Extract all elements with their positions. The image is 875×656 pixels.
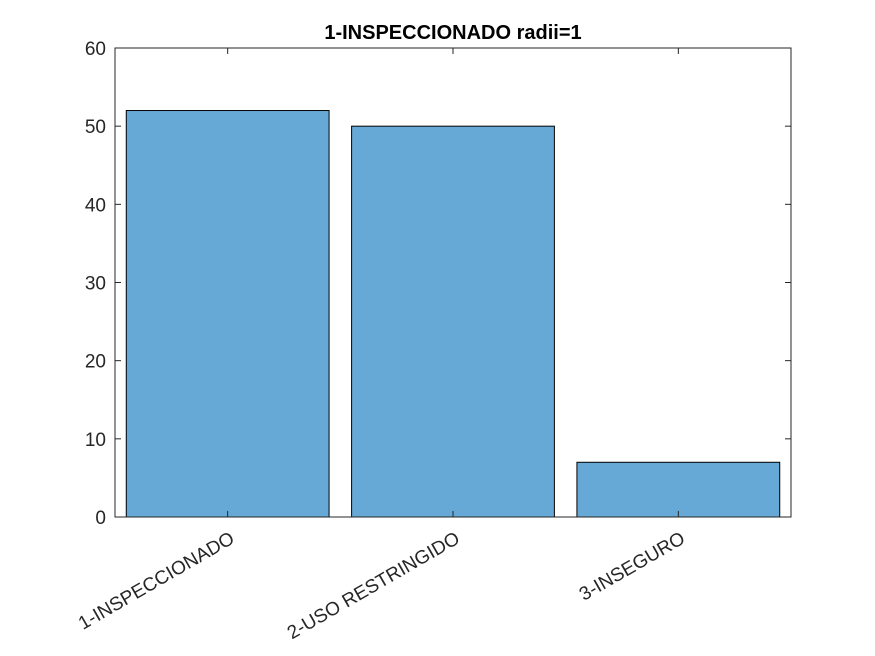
bar (351, 125, 555, 518)
bar (125, 110, 330, 518)
y-tick-label: 60 (85, 39, 106, 60)
y-tick-label: 50 (85, 117, 106, 138)
y-tick-label: 30 (85, 274, 106, 295)
chart-title: 1-INSPECCIONADO radii=1 (324, 22, 581, 44)
y-tick-label: 40 (85, 195, 106, 216)
y-tick-label: 20 (85, 352, 106, 373)
bar (576, 461, 781, 518)
y-tick-label: 0 (95, 508, 106, 529)
y-tick-label: 10 (85, 430, 106, 451)
